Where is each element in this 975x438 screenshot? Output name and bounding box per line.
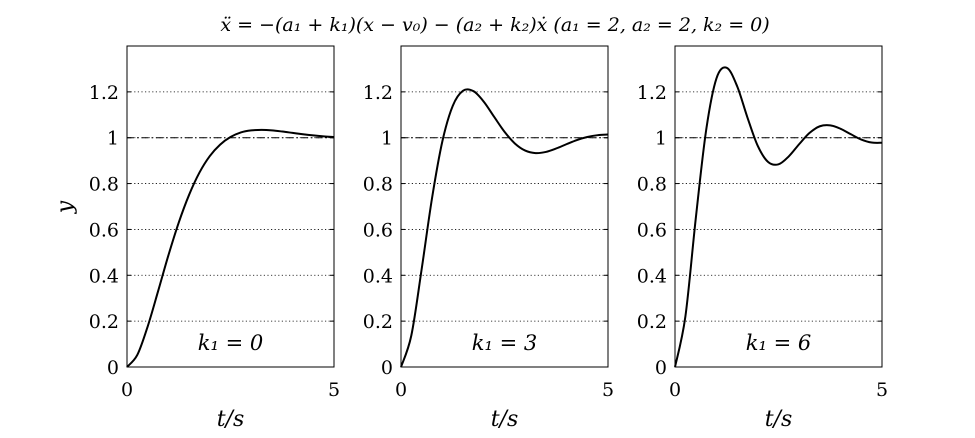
chart-panel-3: 0 0.2 0.4 0.6 0.8 1 1.2 0 5 t/s k₁ = 6 bbox=[637, 45, 888, 432]
y-tick-label: 0.8 bbox=[637, 174, 667, 196]
response-curve bbox=[126, 128, 335, 368]
x-tick-label: 0 bbox=[121, 379, 133, 401]
chart-panel-1: 0 0.2 0.4 0.6 0.8 1 1.2 0 5 t/s k₁ = 0 bbox=[89, 45, 340, 432]
y-tick-label: 0 bbox=[655, 357, 667, 379]
y-tick-label: 0 bbox=[381, 357, 393, 379]
y-tick-label: 0.8 bbox=[89, 174, 119, 196]
y-tick-label: 0.2 bbox=[89, 311, 119, 333]
y-tick-label: 0.4 bbox=[637, 265, 667, 287]
response-curve bbox=[674, 66, 883, 368]
panels: 0 0.2 0.4 0.6 0.8 1 1.2 0 5 t/s k₁ = 0 0 0.2 0.4 0.6 0.… bbox=[89, 45, 888, 432]
panel-annotation: k₁ = 6 bbox=[746, 331, 811, 355]
x-axis-label: t/s bbox=[765, 407, 793, 432]
figure-title: ẍ = −(a₁ + k₁)(x − v₀) − (a₂ + k₂)ẋ (a₁ … bbox=[220, 14, 769, 36]
y-tick-label: 0 bbox=[107, 357, 119, 379]
y-tick-label: 0.4 bbox=[89, 265, 119, 287]
y-tick-label: 1.2 bbox=[363, 82, 393, 104]
x-tick-label: 5 bbox=[876, 379, 888, 401]
plot-frame bbox=[126, 45, 335, 368]
y-tick-label: 0.2 bbox=[363, 311, 393, 333]
y-tick-label: 0.4 bbox=[363, 265, 393, 287]
y-axis-label: y bbox=[53, 200, 78, 214]
chart-panel-2: 0 0.2 0.4 0.6 0.8 1 1.2 0 5 t/s k₁ = 3 bbox=[363, 45, 614, 432]
y-tick-label: 1.2 bbox=[637, 82, 667, 104]
y-tick-label: 0.8 bbox=[363, 174, 393, 196]
y-tick-label: 0.2 bbox=[637, 311, 667, 333]
y-tick-label: 1 bbox=[381, 128, 393, 150]
y-tick-label: 1 bbox=[655, 128, 667, 150]
x-tick-label: 0 bbox=[395, 379, 407, 401]
y-tick-label: 0.6 bbox=[637, 219, 667, 241]
x-tick-label: 0 bbox=[669, 379, 681, 401]
panel-annotation: k₁ = 0 bbox=[198, 331, 263, 355]
x-tick-label: 5 bbox=[602, 379, 614, 401]
y-tick-label: 1 bbox=[107, 128, 119, 150]
plot-frame bbox=[400, 45, 609, 368]
y-tick-label: 0.6 bbox=[89, 219, 119, 241]
plot-frame bbox=[674, 45, 883, 368]
x-tick-label: 5 bbox=[328, 379, 340, 401]
y-tick-label: 0.6 bbox=[363, 219, 393, 241]
y-tick-label: 1.2 bbox=[89, 82, 119, 104]
x-axis-label: t/s bbox=[491, 407, 519, 432]
panel-annotation: k₁ = 3 bbox=[472, 331, 537, 355]
response-curve bbox=[400, 88, 609, 368]
x-axis-label: t/s bbox=[217, 407, 245, 432]
